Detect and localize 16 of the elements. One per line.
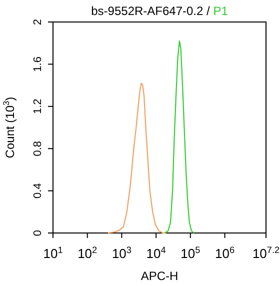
y-tick-label: 0.4 — [32, 183, 44, 198]
x-tick-label: 10$^{3}$ — [112, 245, 132, 261]
y-tick-label: 0 — [32, 230, 44, 236]
x-tick-label: 10$^{2}$ — [78, 245, 98, 261]
x-tick-label: 10$^{5}$ — [180, 245, 200, 261]
x-tick-label: 10$^{1}$ — [43, 245, 63, 261]
x-tick-label: 10$^{4}$ — [146, 245, 166, 261]
chart-title: bs-9552R-AF647-0.2 / — [91, 4, 211, 18]
text: P1 — [210, 4, 228, 18]
y-tick-label: 1.2 — [32, 98, 44, 114]
x-tick-label: 10$^{6}$ — [215, 245, 235, 261]
y-tick-label: 2 — [32, 18, 44, 26]
y-tick-label: 1.6 — [32, 56, 44, 72]
x-axis-title: APC-H — [140, 269, 178, 283]
y-tick-label: 0.8 — [32, 140, 44, 156]
x-tick-label: 10$^{7.2}$ — [252, 245, 280, 261]
